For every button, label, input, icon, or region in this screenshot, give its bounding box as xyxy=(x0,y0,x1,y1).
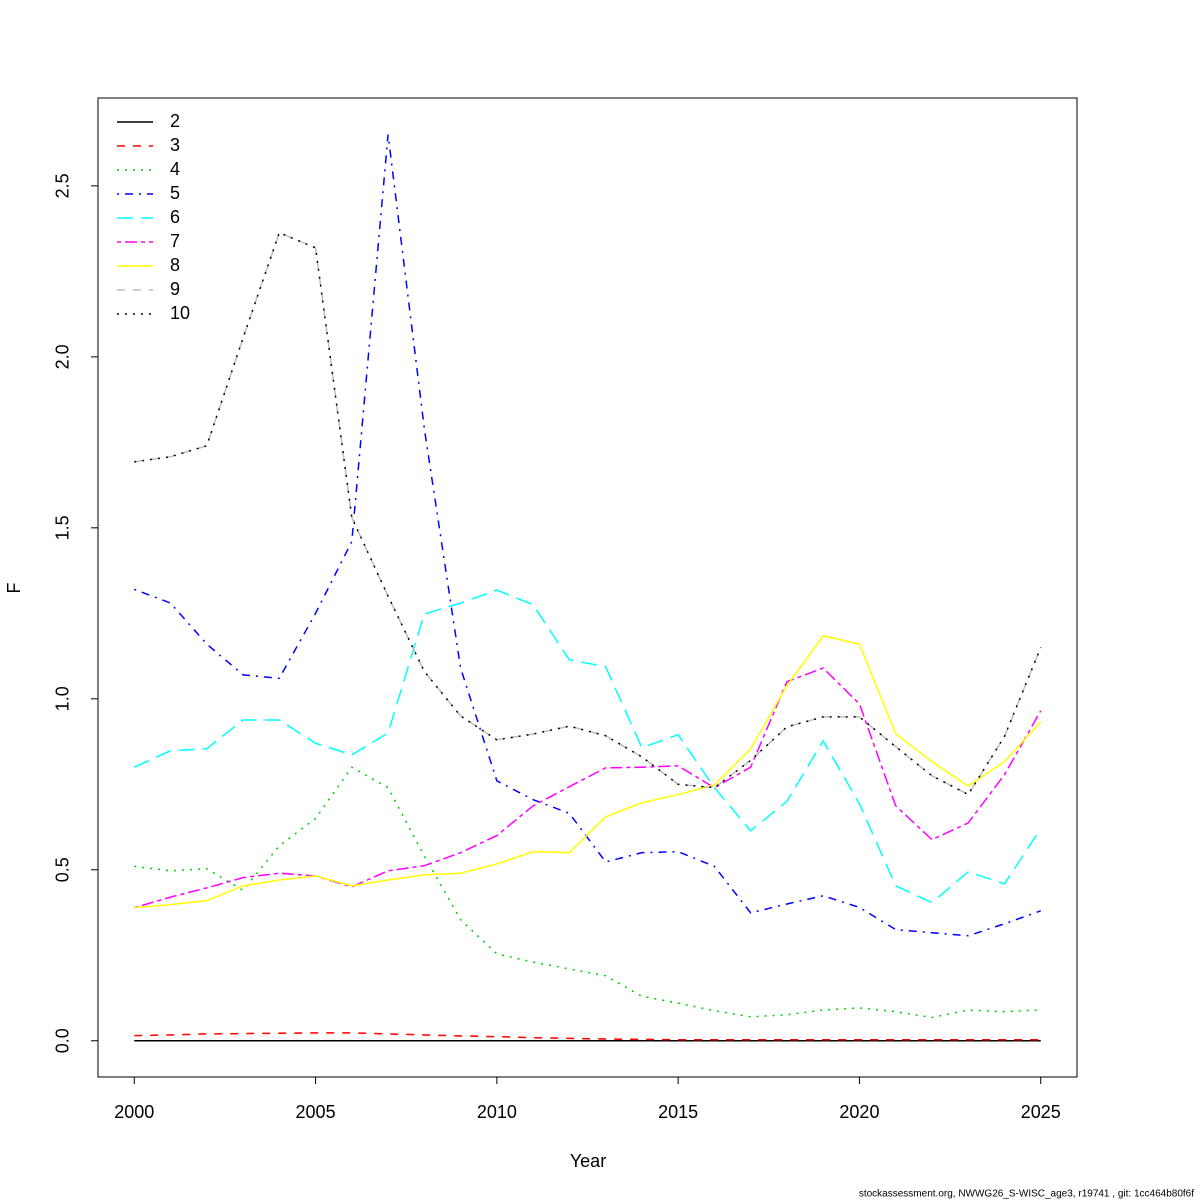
y-tick-label: 1.5 xyxy=(53,515,73,540)
x-tick-label: 2000 xyxy=(114,1102,154,1122)
legend-label: 8 xyxy=(170,255,180,275)
legend-label: 4 xyxy=(170,159,180,179)
series-line xyxy=(134,1032,1041,1041)
series-line xyxy=(133,589,1042,904)
x-tick-label: 2005 xyxy=(296,1102,336,1122)
footnote: stockassessment.org, NWWG26_S-WISC_age3,… xyxy=(859,1189,1194,1200)
series-line xyxy=(134,667,1042,909)
plot-frame xyxy=(97,97,1078,1078)
y-axis-label: F xyxy=(4,583,24,594)
x-tick-label: 2025 xyxy=(1021,1102,1061,1122)
legend-label: 10 xyxy=(170,303,190,323)
series-line xyxy=(134,635,1042,909)
legend-label: 3 xyxy=(170,135,180,155)
legend-label: 7 xyxy=(170,231,180,251)
series-line xyxy=(134,231,1042,796)
x-tick-label: 2010 xyxy=(477,1102,517,1122)
legend-label: 6 xyxy=(170,207,180,227)
y-tick-label: 0.0 xyxy=(53,1028,73,1053)
x-tick-label: 2015 xyxy=(658,1102,698,1122)
y-tick-label: 0.5 xyxy=(53,857,73,882)
legend-label: 2 xyxy=(170,111,180,131)
series-line xyxy=(134,231,1042,796)
x-axis-label: Year xyxy=(570,1151,606,1171)
y-tick-label: 1.0 xyxy=(53,686,73,711)
legend-label: 9 xyxy=(170,279,180,299)
series-line xyxy=(134,766,1041,1019)
y-tick-label: 2.5 xyxy=(53,173,73,198)
series-line xyxy=(133,134,1041,937)
y-tick-label: 2.0 xyxy=(53,344,73,369)
x-tick-label: 2020 xyxy=(839,1102,879,1122)
legend-label: 5 xyxy=(170,183,180,203)
